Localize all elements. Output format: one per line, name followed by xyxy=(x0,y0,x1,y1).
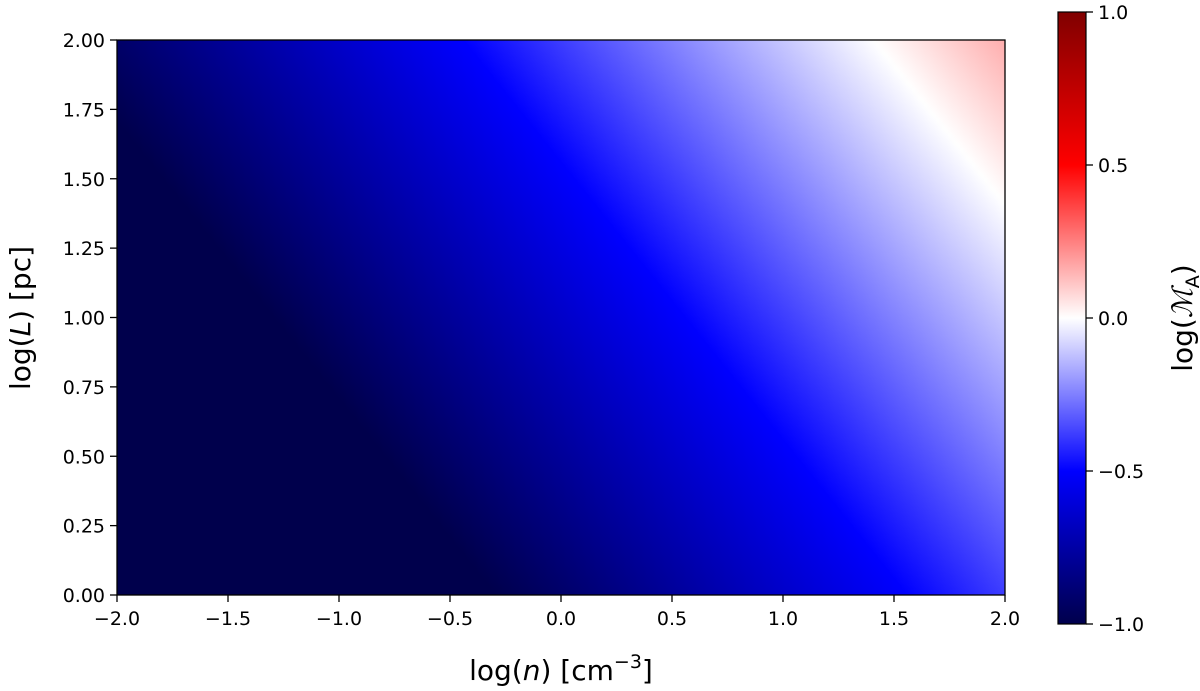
x-tick-label: 1.5 xyxy=(879,608,909,630)
y-tick-label: 1.50 xyxy=(63,169,105,191)
y-tick-label: 0.50 xyxy=(63,446,105,468)
colorbar-tick-label: 1.0 xyxy=(1098,2,1128,24)
colorbar-tick-label: −0.5 xyxy=(1098,461,1144,483)
y-tick-label: 2.00 xyxy=(63,30,105,52)
x-tick-label: 0.0 xyxy=(546,608,576,630)
colorbar-tick-label: −1.0 xyxy=(1098,614,1144,636)
x-tick-label: −1.5 xyxy=(205,608,251,630)
x-axis: −2.0 −1.5 −1.0 −0.5 0.0 0.5 1.0 1.5 2.0 xyxy=(94,595,1020,630)
colorbar-ticks: −1.0 −0.5 0.0 0.5 1.0 xyxy=(1086,2,1144,636)
x-tick-label: 2.0 xyxy=(990,608,1020,630)
colorbar-label: log(ℳA) xyxy=(1166,264,1200,372)
x-tick-label: −0.5 xyxy=(427,608,473,630)
y-tick-label: 1.25 xyxy=(63,238,105,260)
x-tick-label: 0.5 xyxy=(657,608,687,630)
colorbar-gradient xyxy=(1057,11,1087,625)
y-tick-label: 1.00 xyxy=(63,308,105,330)
x-tick-label: −2.0 xyxy=(94,608,140,630)
y-axis-label: log(L) [pc] xyxy=(4,246,37,390)
x-tick-label: −1.0 xyxy=(316,608,362,630)
y-tick-label: 0.00 xyxy=(63,585,105,607)
colorbar: −1.0 −0.5 0.0 0.5 1.0 log(ℳA) xyxy=(1057,2,1200,636)
y-tick-label: 0.75 xyxy=(63,377,105,399)
y-tick-label: 0.25 xyxy=(63,516,105,538)
colorbar-tick-label: 0.5 xyxy=(1098,155,1128,177)
heatmap-field xyxy=(117,40,1005,595)
plot-area xyxy=(116,39,1006,596)
colorbar-tick-label: 0.0 xyxy=(1098,308,1128,330)
y-axis: 0.00 0.25 0.50 0.75 1.00 1.25 1.50 1.75 2.00 xyxy=(63,30,117,607)
x-axis-label: log(n) [cm−3] xyxy=(469,651,653,687)
y-tick-label: 1.75 xyxy=(63,99,105,121)
x-tick-label: 1.0 xyxy=(768,608,798,630)
